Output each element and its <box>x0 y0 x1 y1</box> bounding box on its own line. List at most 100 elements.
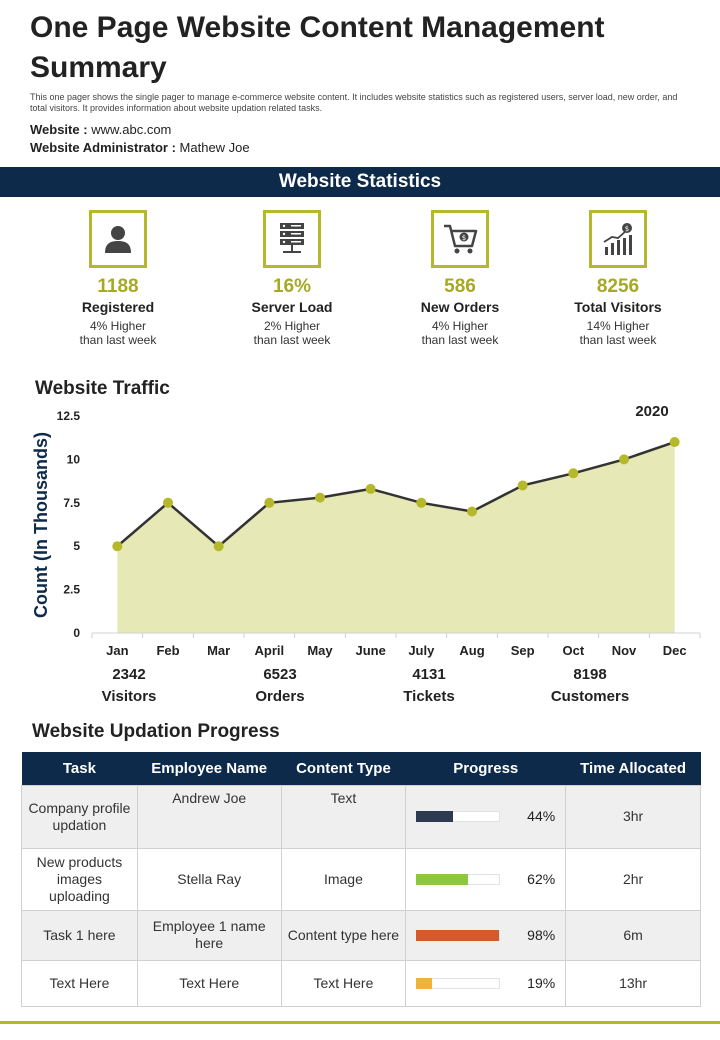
cell-task: New products images uploading <box>21 847 138 911</box>
cell-progress: 19% <box>405 959 567 1007</box>
y-axis-label: Count (In Thousands) <box>31 432 51 618</box>
cell-task: Text Here <box>21 959 138 1007</box>
stat-icon-box: $ <box>431 210 489 268</box>
column-header-progress: Progress <box>405 752 566 785</box>
progress-percent: 62% <box>527 870 556 887</box>
progress-fill <box>416 811 454 822</box>
data-point-oct <box>568 468 579 479</box>
stat-change: 4% Higher than last week <box>79 319 157 347</box>
data-point-april <box>264 497 275 508</box>
cell-content-type: Text Here <box>280 959 407 1007</box>
stat-card-registered: 1188 Registered 4% Higher than last week <box>38 210 198 347</box>
cell-content-type: Content type here <box>280 909 407 961</box>
stat-change: 2% Higher than last week <box>253 319 331 347</box>
metric-value: 8198 <box>573 666 607 683</box>
cart-icon: $ <box>444 224 478 254</box>
data-point-mar <box>213 541 224 552</box>
cell-time: 2hr <box>565 847 701 911</box>
data-point-feb <box>163 497 173 508</box>
stat-label: Registered <box>81 299 155 315</box>
progress-bar <box>416 811 501 822</box>
column-header-time: Time Allocated <box>565 752 701 785</box>
cell-employee: Text Here <box>136 959 282 1007</box>
cell-content-type: Image <box>280 847 407 911</box>
progress-fill <box>416 977 433 989</box>
progress-table: Task Employee Name Content Type Progress… <box>21 752 701 1007</box>
stat-label: Total Visitors <box>574 299 662 315</box>
stat-icon-box <box>89 210 147 268</box>
stat-label: New Orders <box>420 299 500 315</box>
stat-value: 1188 <box>97 276 139 297</box>
column-header-task: Task <box>21 752 138 785</box>
growth-chart-icon: $ <box>603 223 632 255</box>
metric-label: Customers <box>550 688 630 705</box>
stat-change: 14% Higher than last week <box>579 319 657 347</box>
data-point-may <box>315 492 325 503</box>
metric-orders: 6523 Orders <box>220 664 340 708</box>
stat-change: 4% Higher than last week <box>421 319 499 347</box>
cell-employee: Andrew Joe <box>136 784 282 849</box>
admin-label: Website Administrator : <box>30 140 176 155</box>
metric-label: Tickets <box>403 688 455 705</box>
x-tick-label: May <box>307 643 333 658</box>
y-tick-label: 12.5 <box>57 409 81 423</box>
x-tick-label: Nov <box>612 643 637 658</box>
metric-visitors: 2342 Visitors <box>69 664 189 708</box>
cell-progress: 62% <box>405 847 567 911</box>
traffic-line <box>116 440 676 548</box>
stat-value: 8256 <box>596 276 640 297</box>
x-tick-label: Feb <box>156 643 179 658</box>
x-tick-label: Jan <box>106 643 128 658</box>
server-icon <box>280 223 304 253</box>
progress-bar <box>416 929 501 941</box>
data-point-june <box>365 483 376 494</box>
y-tick-label: 10 <box>67 452 81 466</box>
metric-tickets: 4131 Tickets <box>369 664 489 708</box>
year-annotation: 2020 <box>635 403 668 420</box>
x-tick-label: Oct <box>562 643 584 658</box>
stat-label: Server Load <box>251 299 333 315</box>
x-tick-label: June <box>355 643 385 658</box>
stat-icon-box: $ <box>589 210 647 268</box>
stat-value: 586 <box>444 276 476 297</box>
page-description: This one pager shows the single pager to… <box>30 92 678 113</box>
user-icon <box>105 226 131 253</box>
metric-customers: 8198 Customers <box>530 664 650 708</box>
data-point-jan <box>112 541 123 552</box>
updation-progress-title: Website Updation Progress <box>32 721 280 742</box>
column-header-content-type: Content Type <box>281 752 406 785</box>
table-row: Text Here Text Here Text Here 19% 13hr <box>21 959 701 1007</box>
website-value[interactable]: www.abc.com <box>91 122 172 137</box>
y-tick-label: 2.5 <box>63 583 80 597</box>
column-header-employee: Employee Name <box>137 752 282 785</box>
x-tick-label: Dec <box>663 643 687 658</box>
page-title: One Page Website Content Management Summ… <box>30 11 605 84</box>
progress-percent: 98% <box>527 926 556 943</box>
x-tick-label: April <box>255 643 285 658</box>
cell-task: Task 1 here <box>21 909 138 961</box>
stat-card-total-visitors: $ 8256 Total Visitors 14% Higher than las… <box>538 210 698 347</box>
table-row: Company profile updation Andrew Joe Text 44… <box>21 784 701 849</box>
svg-text:$: $ <box>462 234 466 242</box>
y-tick-label: 0 <box>73 626 80 640</box>
metric-value: 2342 <box>112 666 146 683</box>
svg-text:$: $ <box>625 225 629 233</box>
stat-icon-box <box>263 210 321 268</box>
progress-fill <box>416 929 499 941</box>
progress-percent: 44% <box>527 808 556 824</box>
stat-card-new-orders: $ 586 New Orders 4% Higher than last week <box>380 210 540 347</box>
cell-content-type: Text <box>280 784 407 849</box>
website-label: Website : <box>30 122 88 137</box>
progress-bar <box>416 873 501 885</box>
cell-employee: Stella Ray <box>136 847 282 911</box>
traffic-area <box>117 442 675 633</box>
cell-time: 6m <box>565 909 701 961</box>
website-traffic-chart: 0 2.5 5 7.5 10 12.5 Jan Feb Mar April May June July A… <box>31 403 701 658</box>
cell-progress: 44% <box>405 784 567 849</box>
progress-percent: 19% <box>527 974 556 991</box>
data-point-nov <box>619 454 629 465</box>
website-statistics-banner: Website Statistics <box>0 167 720 197</box>
cell-time: 13hr <box>565 959 701 1007</box>
x-tick-label: Aug <box>459 643 484 658</box>
table-header-row: Task Employee Name Content Type Progress… <box>21 752 701 785</box>
